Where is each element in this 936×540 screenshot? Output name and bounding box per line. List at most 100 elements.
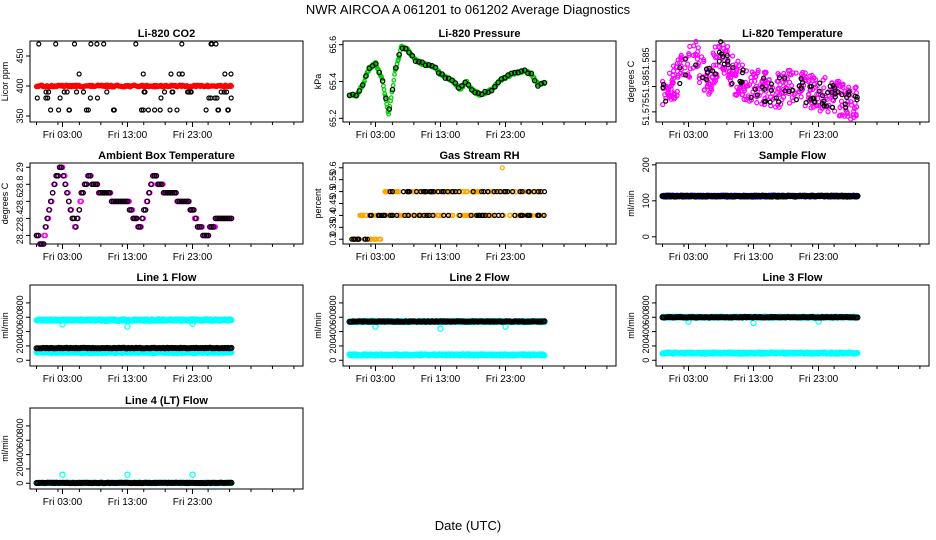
data-point (528, 70, 535, 77)
data-point (417, 212, 423, 218)
data-point (462, 79, 469, 86)
data-point (774, 89, 781, 96)
data-point (180, 198, 187, 205)
data-point (210, 224, 217, 230)
x-tick-label: Fri 23:00 (486, 130, 526, 141)
data-point (205, 232, 212, 239)
plot-frame (342, 40, 617, 123)
data-point (839, 92, 845, 98)
data-point (182, 198, 188, 205)
y-tick-label: 350 (15, 108, 25, 123)
data-point (55, 107, 62, 113)
x-tick-label: Fri 13:00 (108, 497, 148, 508)
data-point (179, 41, 185, 47)
data-point (124, 198, 131, 205)
data-point (802, 70, 808, 76)
data-point (173, 190, 179, 196)
data-point (448, 212, 454, 218)
data-point (841, 113, 848, 119)
data-point (703, 66, 710, 72)
data-point (836, 113, 843, 119)
data-point (720, 66, 726, 72)
data-point (101, 190, 108, 196)
data-point (776, 72, 782, 79)
x-tick-label: Fri 03:00 (669, 130, 709, 141)
data-point (104, 89, 110, 95)
data-point (450, 189, 456, 195)
y-tick-label: 200 (15, 338, 25, 353)
y-tick-label: 0 (15, 358, 25, 363)
data-point (733, 72, 739, 79)
x-tick-label: Fri 03:00 (356, 252, 396, 263)
data-point (61, 89, 67, 95)
data-point (140, 71, 146, 77)
chart-title: Gas Stream RH (439, 150, 519, 162)
data-point (478, 91, 485, 98)
x-axis-title: Date (UTC) (435, 518, 501, 533)
data-point (441, 212, 447, 218)
data-point (406, 49, 412, 56)
data-point (49, 190, 56, 196)
data-point (189, 207, 195, 213)
data-point (659, 78, 666, 85)
series-points (33, 471, 235, 487)
x-tick-label: Fri 03:00 (43, 130, 83, 141)
data-point (373, 61, 379, 67)
data-point (144, 198, 151, 205)
data-point (45, 95, 51, 101)
data-point (798, 94, 804, 100)
data-point (354, 236, 360, 242)
data-point (176, 71, 182, 77)
y-tick-label: 800 (641, 295, 651, 310)
data-point (776, 99, 782, 105)
data-point (517, 189, 523, 195)
data-point (349, 91, 356, 98)
y-axis-label: degrees C (626, 60, 636, 102)
data-point (83, 181, 90, 188)
y-tick-label: 65.2 (328, 110, 338, 128)
y-tick-label: 450 (15, 48, 25, 63)
data-point (80, 190, 86, 196)
data-point (670, 63, 677, 69)
data-point (87, 173, 94, 179)
data-point (47, 107, 54, 113)
data-point (59, 321, 66, 328)
data-point (851, 105, 858, 112)
data-point (212, 95, 218, 101)
data-point (90, 181, 97, 188)
data-point (179, 71, 185, 77)
y-tick-label: 28.8 (15, 176, 25, 194)
y-tick-label: 51.585 (641, 47, 651, 75)
data-point (170, 89, 176, 95)
data-point (112, 198, 119, 205)
data-point (755, 69, 761, 76)
data-point (519, 189, 525, 195)
data-point (66, 107, 73, 113)
y-tick-label: 65.6 (328, 36, 338, 54)
data-point (725, 58, 731, 64)
y-tick-label: 800 (15, 295, 25, 310)
data-point (174, 107, 180, 113)
data-point (196, 224, 203, 230)
data-point (517, 212, 524, 218)
y-tick-label: 0.6 (328, 162, 338, 175)
series-points (346, 43, 548, 117)
data-point (475, 90, 482, 96)
data-point (166, 190, 172, 196)
data-point (710, 62, 717, 68)
data-point (428, 189, 434, 195)
data-point (831, 108, 838, 114)
data-point (110, 107, 117, 113)
data-point (207, 224, 213, 230)
data-point (185, 198, 192, 205)
data-point (119, 198, 126, 205)
data-point (773, 95, 779, 101)
data-point (55, 173, 61, 179)
data-point (418, 189, 424, 195)
data-point (356, 88, 363, 94)
data-point (430, 212, 436, 218)
data-point (492, 84, 498, 90)
y-tick-label: 400 (15, 324, 25, 339)
data-point (226, 215, 233, 222)
